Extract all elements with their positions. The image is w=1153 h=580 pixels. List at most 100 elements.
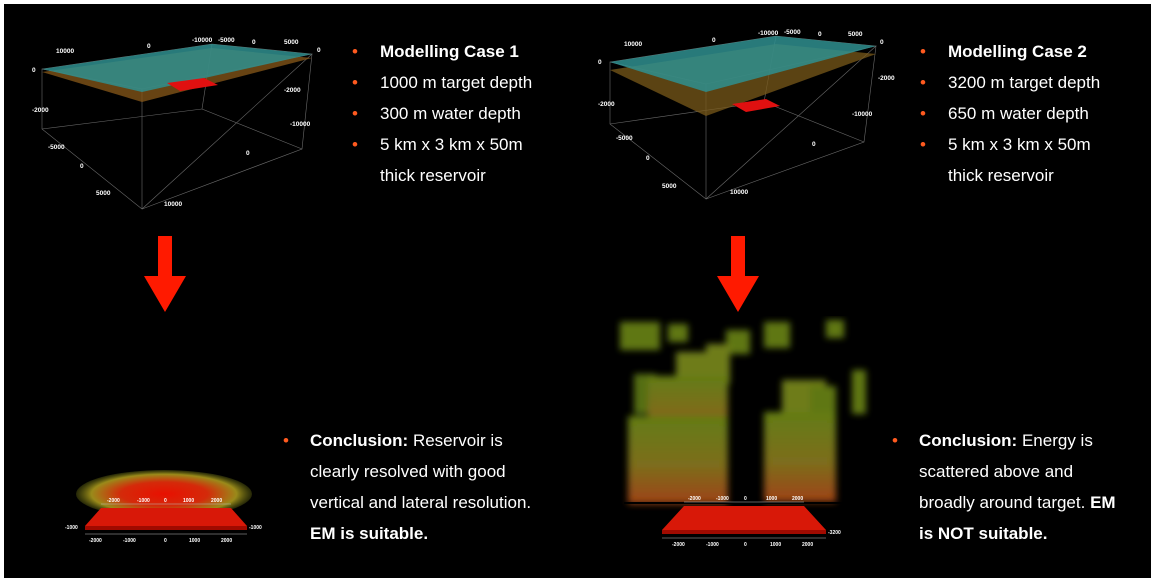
tick: -1000 [706,542,719,548]
list-item: • 3200 m target depth [920,67,1100,98]
tick: -10000 [290,121,311,128]
tick: -5000 [218,37,235,44]
water-layer [42,44,312,92]
list-item-text: thick reservoir [380,166,486,185]
list-item-text: 300 m water depth [380,104,521,123]
bullet-dot: • [920,73,926,92]
list-item-text: 5 km x 3 km x 50m [948,135,1091,154]
scattered-anomaly [620,320,866,504]
conclusion-text: scattered above and [919,462,1074,481]
bullet-dot: • [283,431,289,450]
case1-conclusion: • Conclusion: Reservoir is clearly resolv… [283,425,610,549]
tick: 1000 [183,498,194,504]
tick: 5000 [848,31,863,38]
reservoir-slab [85,508,247,526]
tick: 2000 [211,498,222,504]
bullet-dot: • [920,135,926,154]
tick: -3200 [828,530,841,536]
tick: 0 [164,498,167,504]
tick: -1000 [65,525,78,531]
tick: -2000 [672,542,685,548]
tick: -1000 [716,496,729,502]
tick: 1000 [766,496,777,502]
reservoir-slab [662,506,826,530]
bullet-dot: • [352,42,358,61]
tick: -2000 [32,107,49,114]
tick: 0 [818,31,822,38]
tick: -10000 [852,111,873,118]
list-item-text: thick reservoir [948,166,1054,185]
tick: 0 [598,59,602,66]
tick: -5000 [784,29,801,36]
tick: -1000 [137,498,150,504]
bullet-dot: • [352,104,358,123]
case2-bullet-list: • Modelling Case 2 • 3200 m target depth •… [920,36,1100,191]
tick: 2000 [221,538,232,544]
anomaly-blob [76,470,252,518]
tick: -2000 [688,496,701,502]
bullet-dot: • [352,73,358,92]
down-arrow-icon [144,236,186,312]
tick: -2000 [598,101,615,108]
tick: 0 [246,150,250,157]
tick: 10000 [164,201,182,208]
tick: -10000 [192,37,213,44]
tick: 0 [646,155,650,162]
tick: 0 [744,496,747,502]
case-title: Modelling Case 1 [380,42,519,61]
tick: 2000 [802,542,813,548]
conclusion-text: Energy is [1021,431,1093,450]
tick: 5000 [96,190,111,197]
tick: -10000 [758,30,779,37]
tick: 0 [712,37,716,44]
list-item: • Modelling Case 1 [352,36,532,67]
list-item-text: 3200 m target depth [948,73,1101,92]
bullet-dot: • [892,431,898,450]
tick: 0 [147,43,151,50]
case2-inversion-result: -2000 -1000 0 1000 2000 -2000 -1000 0 10… [620,320,866,548]
case2-3d-model: 10000 0 -10000 -5000 0 5000 0 0 -2000 -5… [598,29,895,200]
tick: 2000 [792,496,803,502]
tick: -2000 [107,498,120,504]
verdict: EM [1090,493,1116,512]
tick: 10000 [56,48,74,55]
tick: 0 [744,542,747,548]
tick: 0 [252,39,256,46]
bullet-dot: • [920,42,926,61]
tick: -5000 [616,135,633,142]
conclusion-text: Reservoir is [412,431,503,450]
tick: 1000 [770,542,781,548]
list-item: • 5 km x 3 km x 50m thick reservoir [920,129,1100,191]
tick: 5000 [284,39,299,46]
tick: -2000 [89,538,102,544]
tick: 5000 [662,183,677,190]
conclusion-text: vertical and lateral resolution. [310,493,532,512]
case1-bullet-list: • Modelling Case 1 • 1000 m target depth •… [352,36,532,191]
list-item: • Modelling Case 2 [920,36,1100,67]
tick: 1000 [189,538,200,544]
tick: 0 [164,538,167,544]
reservoir-block [167,78,218,91]
case2-conclusion: • Conclusion: Energy is scattered above a… [892,425,1151,549]
tick: 10000 [730,189,748,196]
bullet-dot: • [920,104,926,123]
tick: 0 [32,67,36,74]
tick: -1000 [123,538,136,544]
down-arrow-icon [717,236,759,312]
list-item-text: 650 m water depth [948,104,1089,123]
verdict: EM is suitable. [310,524,429,543]
tick: 10000 [624,41,642,48]
tick: -2000 [284,87,301,94]
conclusion-label: Conclusion: [919,431,1018,450]
reservoir-block [732,99,780,112]
case1-3d-model: 10000 0 -10000 -5000 0 5000 0 0 -2000 -5… [32,37,321,210]
water-layer [610,36,876,92]
case-title: Modelling Case 2 [948,42,1087,61]
tick: -2000 [878,75,895,82]
conclusion-text: clearly resolved with good [310,462,506,481]
list-item-text: 1000 m target depth [380,73,533,92]
tick: -5000 [48,144,65,151]
list-item: • 1000 m target depth [352,67,532,98]
tick: 0 [812,141,816,148]
list-item: • 300 m water depth [352,98,532,129]
